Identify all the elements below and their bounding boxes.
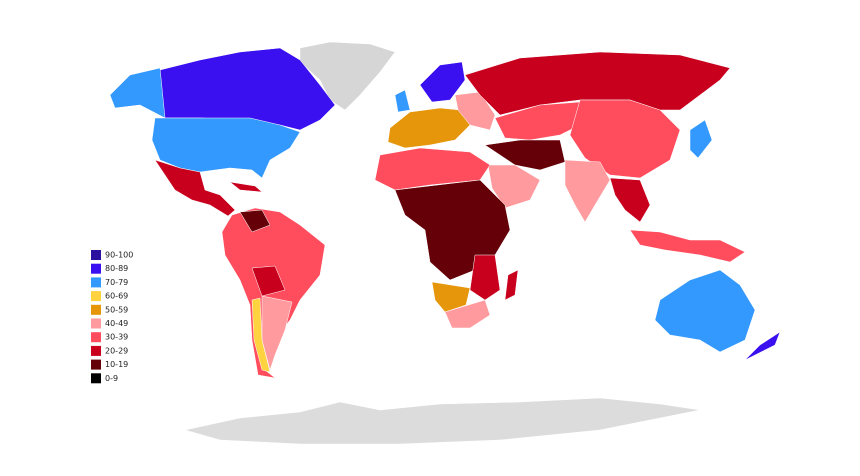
- legend-swatch: [91, 263, 101, 274]
- legend-swatch: [91, 332, 101, 343]
- legend-swatch: [91, 345, 101, 356]
- legend-swatch: [91, 359, 101, 370]
- new-zealand: [744, 331, 781, 361]
- australia: [654, 269, 756, 353]
- caribbean: [229, 181, 263, 193]
- legend-label: 30-39: [105, 333, 128, 342]
- namibia-botswana: [431, 281, 471, 313]
- south-africa: [444, 299, 491, 329]
- legend-swatch: [91, 318, 101, 329]
- uk: [394, 89, 411, 113]
- china: [569, 99, 681, 179]
- legend-swatch: [91, 250, 101, 260]
- alaska: [109, 67, 166, 119]
- legend-swatch: [91, 291, 101, 302]
- indonesia: [629, 229, 746, 263]
- legend-label: 20-29: [105, 346, 128, 355]
- legend-swatch: [91, 373, 101, 384]
- usa: [151, 117, 301, 179]
- madagascar: [504, 269, 519, 301]
- legend-label: 80-89: [105, 264, 128, 273]
- russia: [464, 51, 731, 116]
- greenland: [299, 41, 396, 111]
- chile: [251, 297, 271, 373]
- legend-label: 10-19: [105, 360, 128, 369]
- india: [564, 159, 611, 223]
- east-africa: [469, 254, 501, 301]
- japan: [689, 119, 713, 159]
- bolivia: [251, 265, 286, 297]
- antarctica: [184, 397, 701, 445]
- legend-swatch: [91, 277, 101, 288]
- scandinavia: [419, 61, 466, 103]
- western-europe: [387, 107, 471, 149]
- legend-label: 0-9: [105, 374, 118, 383]
- legend-label: 60-69: [105, 292, 128, 301]
- arabia: [487, 164, 541, 209]
- legend-label: 50-59: [105, 305, 128, 314]
- legend-swatch: [91, 304, 101, 315]
- legend-label: 70-79: [105, 278, 128, 287]
- legend-label: 90-100: [105, 251, 133, 260]
- venezuela: [239, 209, 271, 233]
- mexico: [154, 159, 236, 217]
- legend: 90-100 80-89 70-79 60-69 50-59 40-49 30-39 20-2…: [91, 250, 133, 384]
- southeast-asia: [609, 177, 651, 223]
- legend-label: 40-49: [105, 319, 128, 328]
